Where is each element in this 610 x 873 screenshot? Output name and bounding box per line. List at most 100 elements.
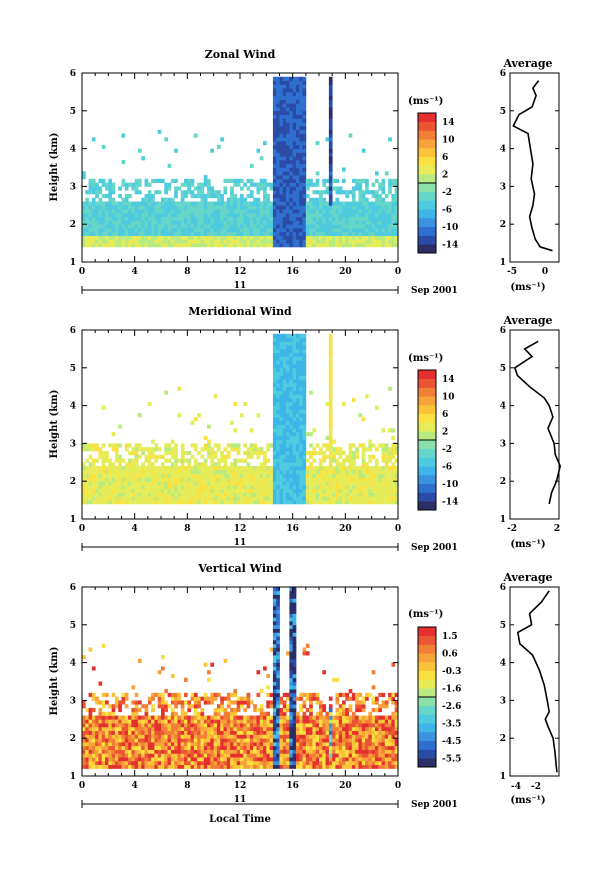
heatmap-cell (263, 201, 267, 206)
heatmap-cell (266, 723, 271, 728)
heatmap-cell (256, 413, 261, 418)
heatmap-cell (108, 239, 113, 244)
heatmap-cell (111, 719, 116, 724)
heatmap-cell (276, 673, 280, 679)
heatmap-cell (147, 730, 152, 735)
heatmap-cell (286, 726, 290, 732)
heatmap-cell (286, 103, 290, 108)
heatmap-cell (348, 216, 353, 221)
heatmap-cell (203, 726, 208, 732)
heatmap-cell (164, 224, 168, 229)
heatmap-cell (351, 481, 356, 486)
heatmap-cell (358, 224, 363, 229)
heatmap-cell (295, 114, 300, 119)
heatmap-cell (128, 757, 132, 762)
heatmap-cell (207, 224, 211, 229)
heatmap-cell (226, 178, 231, 184)
heatmap-cell (328, 137, 333, 142)
heatmap-cell (240, 477, 244, 482)
heatmap-cell (213, 205, 218, 210)
heatmap-cell (207, 726, 211, 732)
heatmap-cell (223, 447, 228, 452)
heatmap-cell (157, 235, 162, 240)
heatmap-cell (88, 707, 93, 713)
heatmap-cell (276, 500, 280, 505)
heatmap-cell (276, 458, 280, 463)
heatmap-cell (134, 707, 139, 713)
heatmap-cell (289, 454, 294, 459)
heatmap-cell (279, 156, 284, 161)
heatmap-cell (295, 103, 300, 108)
heatmap-cell (141, 730, 145, 735)
heatmap-cell (91, 227, 96, 233)
heatmap-cell (279, 84, 284, 89)
heatmap-cell (391, 220, 396, 225)
heatmap-cell (378, 182, 382, 187)
heatmap-cell (272, 364, 277, 369)
heatmap-cell (151, 730, 155, 735)
heatmap-cell (157, 481, 162, 486)
heatmap-cell (147, 757, 152, 762)
heatmap-cell (85, 734, 89, 739)
heatmap-cell (365, 212, 369, 218)
heatmap-cell (151, 197, 155, 202)
heatmap-cell (108, 201, 113, 206)
heatmap-cell (289, 666, 294, 671)
heatmap-cell (292, 439, 297, 444)
heatmap-cell (200, 741, 205, 747)
heatmap-cell (338, 462, 343, 467)
heatmap-cell (95, 757, 99, 762)
heatmap-cell (157, 730, 162, 735)
heatmap-cell (170, 488, 175, 493)
heatmap-cell (384, 209, 389, 214)
heatmap-cell (207, 439, 211, 444)
heatmap-cell (230, 220, 234, 225)
heatmap-cell (193, 481, 198, 486)
heatmap-cell (342, 209, 346, 214)
heatmap-cell (338, 216, 343, 221)
heatmap-cell (246, 496, 251, 501)
heatmap-cell (263, 760, 267, 766)
heatmap-cell (348, 201, 353, 206)
heatmap-cell (174, 481, 178, 486)
colorbar-tick-label: -2 (442, 188, 452, 198)
heatmap-cell (207, 216, 211, 221)
heatmap-cell (210, 484, 215, 490)
heatmap-cell (124, 764, 129, 769)
heatmap-cell (128, 723, 132, 728)
heatmap-cell (223, 496, 228, 501)
heatmap-cell (289, 178, 294, 184)
heatmap-cell (164, 186, 168, 191)
heatmap-cell (154, 454, 159, 459)
heatmap-cell (263, 488, 267, 493)
heatmap-cell (289, 95, 294, 100)
heatmap-cell (190, 477, 195, 482)
heatmap-cell (374, 496, 379, 501)
heatmap-cell (114, 723, 119, 728)
heatmap-cell (190, 492, 195, 497)
heatmap-cell (325, 205, 330, 210)
heatmap-cell (131, 484, 136, 490)
heatmap-cell (381, 209, 386, 214)
heatmap-cell (328, 227, 333, 233)
heatmap-cell (101, 745, 106, 750)
heatmap-cell (157, 704, 162, 709)
heatmap-cell (226, 227, 231, 233)
heatmap-cell (210, 193, 215, 199)
heatmap-cell (167, 484, 172, 490)
heatmap-cell (226, 704, 231, 709)
heatmap-cell (190, 193, 195, 199)
heatmap-cell (355, 496, 359, 501)
heatmap-cell (259, 239, 264, 244)
heatmap-cell (98, 224, 103, 229)
heatmap-cell (253, 201, 257, 206)
heatmap-cell (279, 707, 284, 713)
heatmap-cell (207, 700, 211, 705)
heatmap-cell (292, 125, 297, 131)
average-xtick-left: -5 (507, 267, 517, 277)
heatmap-cell (286, 182, 290, 187)
heatmap-cell (269, 209, 274, 214)
heatmap-cell (82, 239, 86, 244)
heatmap-cell (351, 231, 356, 236)
